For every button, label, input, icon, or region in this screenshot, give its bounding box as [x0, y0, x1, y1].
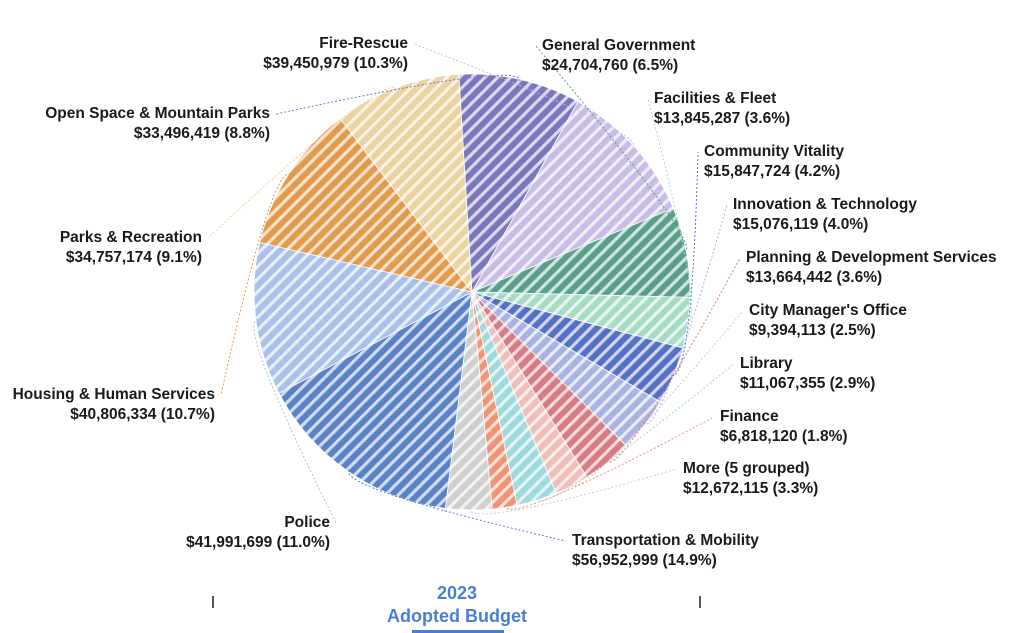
adopted-budget-tab-label[interactable]: Adopted Budget — [387, 606, 527, 626]
leader-line-general-government — [535, 45, 688, 253]
leader-line-fire-rescue — [413, 43, 635, 149]
slice-value-label: $33,496,419 (8.8%) — [134, 125, 270, 142]
slice-labels: Transportation & Mobility $56,952,999 (14… — [13, 35, 997, 569]
leader-line-city-manager-s-office — [570, 310, 744, 487]
leader-line-more-5-grouped — [468, 468, 678, 515]
leader-line-transportation-mobility — [347, 469, 567, 542]
slice-name-label: Fire-Rescue — [319, 35, 408, 52]
slice-name-label: Police — [284, 514, 330, 531]
pie-slice-open-space-mountain-parks[interactable] — [458, 73, 579, 294]
slice-value-label: $13,845,287 (3.6%) — [654, 110, 790, 127]
slice-name-label: City Manager's Office — [749, 302, 907, 319]
leader-line-open-space-mountain-parks — [275, 74, 521, 115]
leader-line-parks-recreation — [207, 86, 398, 239]
slice-value-label: $12,672,115 (3.3%) — [683, 480, 818, 497]
leader-line-innovation-technology — [642, 204, 728, 426]
year-tab-label[interactable]: 2023 — [436, 583, 478, 603]
slice-value-label: $56,952,999 (14.9%) — [572, 552, 717, 569]
slice-name-label: Planning & Development Services — [746, 249, 997, 266]
slice-name-label: Facilities & Fleet — [654, 90, 776, 107]
timeline-tick-right — [699, 596, 701, 608]
slice-value-label: $15,076,119 (4.0%) — [733, 216, 868, 233]
active-tab-indicator — [412, 630, 504, 633]
slice-name-label: Library — [740, 355, 793, 372]
slice-name-label: More (5 grouped) — [683, 460, 810, 477]
leader-line-police — [253, 318, 337, 524]
leader-line-planning-development-services — [605, 257, 741, 463]
slice-name-label: Finance — [720, 408, 779, 425]
leader-line-housing-human-services — [220, 173, 291, 396]
slice-value-label: $39,450,979 (10.3%) — [263, 55, 408, 72]
slice-name-label: General Government — [542, 37, 695, 54]
slice-value-label: $34,757,174 (9.1%) — [66, 249, 202, 266]
pie-slices — [253, 73, 691, 511]
slice-name-label: Innovation & Technology — [733, 196, 917, 213]
slice-name-label: Transportation & Mobility — [572, 532, 759, 549]
slice-value-label: $11,067,355 (2.9%) — [740, 375, 875, 392]
slice-value-label: $9,394,113 (2.5%) — [749, 322, 876, 339]
slice-name-label: Housing & Human Services — [13, 386, 215, 403]
slice-value-label: $15,847,724 (4.2%) — [704, 163, 840, 180]
leader-lines — [207, 43, 744, 542]
slice-value-label: $13,664,442 (3.6%) — [746, 269, 882, 286]
slice-value-label: $41,991,699 (11.0%) — [186, 534, 330, 551]
leader-line-community-vitality — [671, 151, 699, 376]
slice-value-label: $40,806,334 (10.7%) — [70, 406, 215, 423]
leader-line-facilities-fleet — [647, 98, 693, 324]
leader-line-finance — [503, 416, 715, 510]
slice-name-label: Parks & Recreation — [60, 229, 202, 246]
slice-value-label: $6,818,120 (1.8%) — [720, 428, 848, 445]
slice-name-label: Community Vitality — [704, 143, 844, 160]
pie-slice-parks-recreation[interactable] — [339, 73, 473, 294]
slice-name-label: Open Space & Mountain Parks — [45, 105, 270, 122]
leader-line-library — [535, 363, 735, 502]
timeline-tick-left — [212, 596, 214, 608]
slice-value-label: $24,704,760 (6.5%) — [542, 57, 678, 74]
